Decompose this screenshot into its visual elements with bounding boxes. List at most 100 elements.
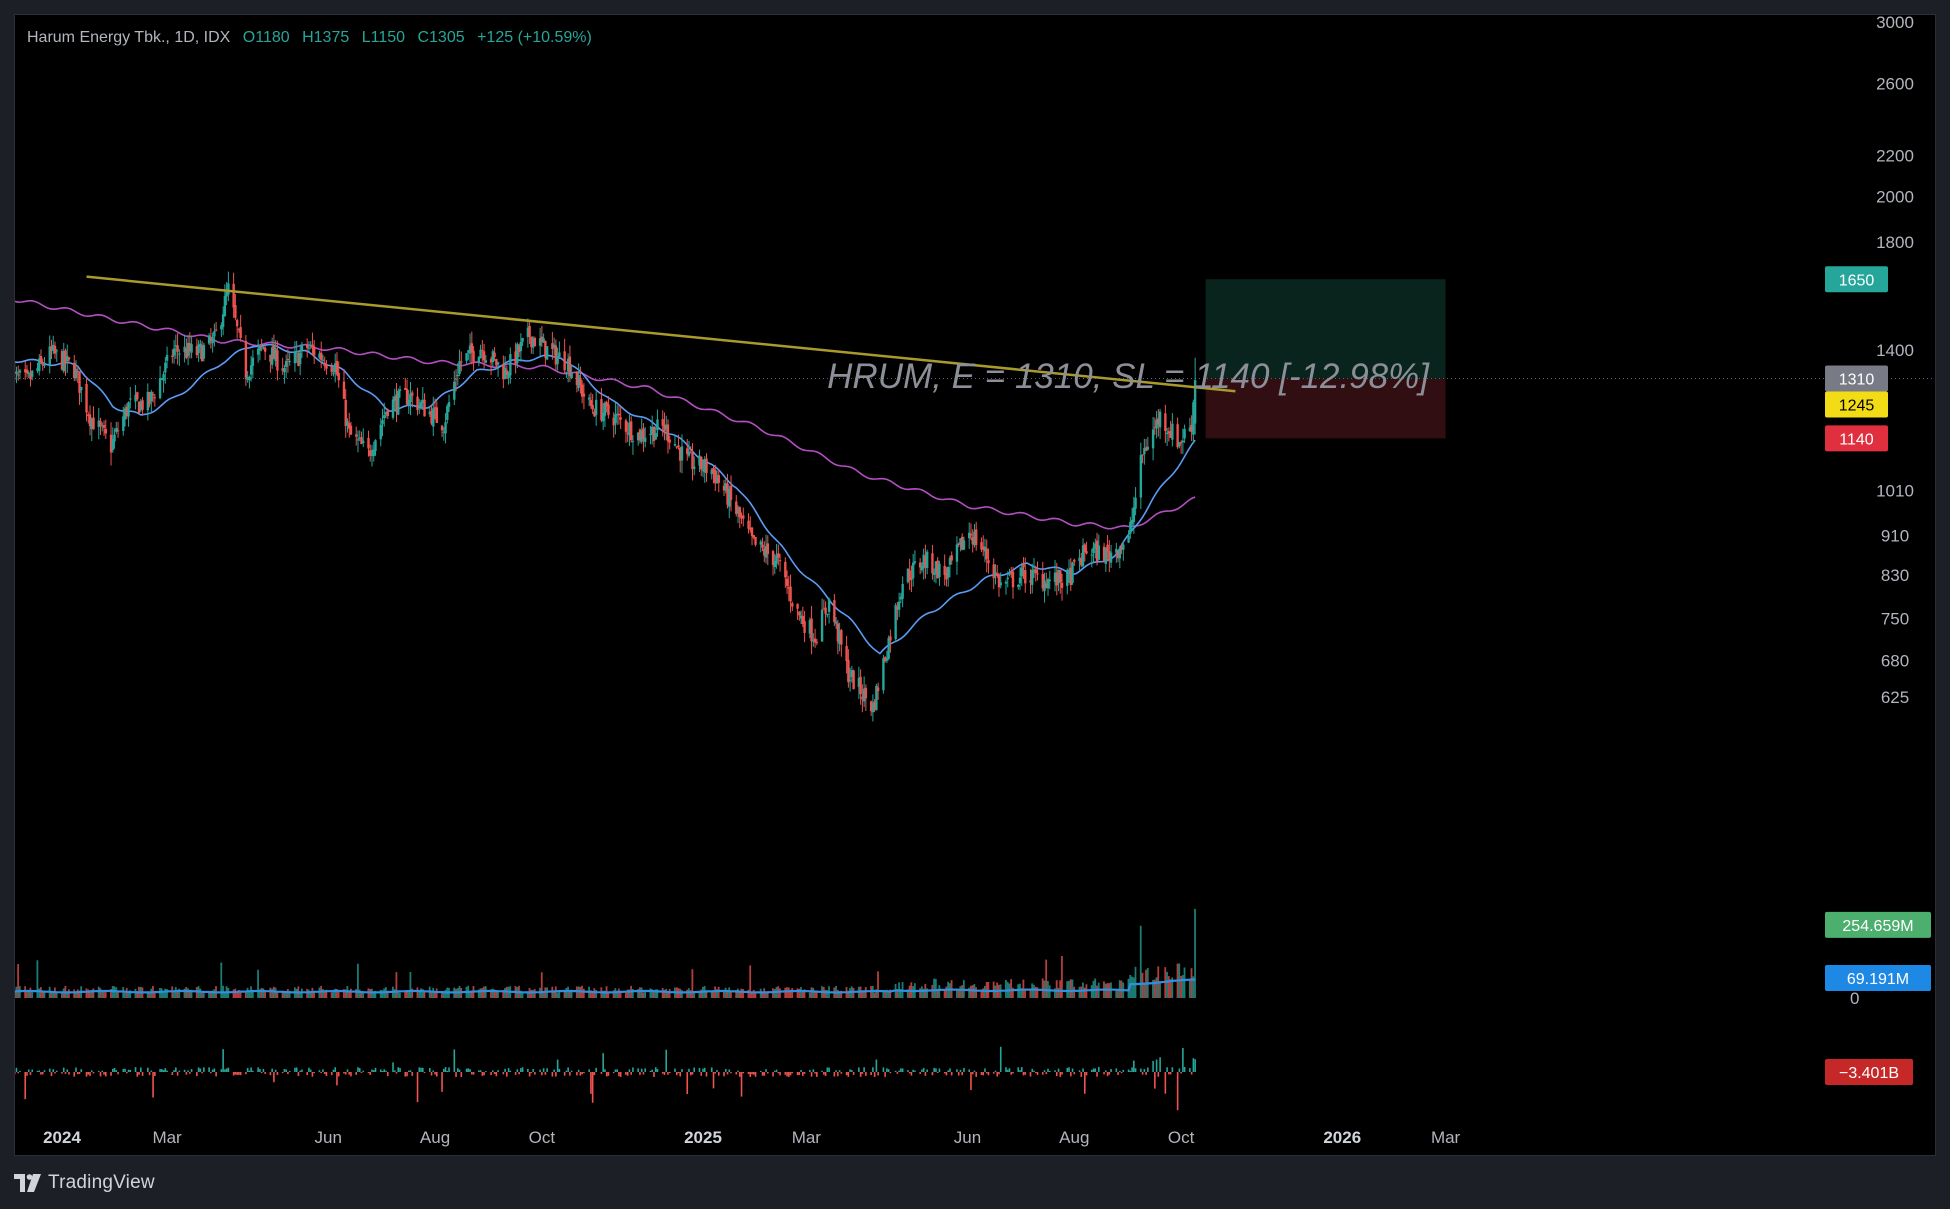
- chart-frame[interactable]: 3000 2600 2200 2000 1800 1400 1010 910 830 750 680…: [14, 14, 1936, 1156]
- indicator-bar: [442, 1068, 445, 1072]
- volume-bar: [533, 989, 536, 998]
- candle-body: [920, 565, 924, 571]
- candlestick-chart[interactable]: 3000260022002000180014001010910830750680…: [15, 15, 1936, 1156]
- indicator-bar: [346, 1069, 349, 1072]
- candle-body: [307, 347, 311, 349]
- candle: [857, 666, 861, 700]
- indicator-bar: [110, 1072, 112, 1076]
- candle: [726, 473, 729, 509]
- close-value: C1305: [417, 29, 465, 46]
- candle-body: [997, 574, 1001, 588]
- volume-bar: [1004, 979, 1007, 998]
- candle-body: [654, 432, 657, 440]
- volume-bar: [1131, 976, 1133, 998]
- volume-bar: [1020, 988, 1023, 998]
- candle: [176, 333, 179, 365]
- candle-body: [458, 360, 461, 374]
- candle: [519, 333, 523, 362]
- candle-body: [896, 607, 899, 610]
- candle: [1031, 563, 1034, 594]
- candle-body: [666, 424, 670, 442]
- candle-body: [195, 346, 199, 356]
- volume-bar: [187, 988, 189, 998]
- candle: [798, 611, 801, 621]
- candle-body: [55, 350, 58, 352]
- indicator-bar: [963, 1067, 965, 1072]
- candle-body: [453, 381, 456, 400]
- volume-bar: [420, 988, 422, 998]
- volume-last-badge-bg: [1825, 911, 1931, 938]
- indicator-bar: [847, 1072, 850, 1077]
- volume-bar: [1048, 985, 1051, 998]
- volume-bar: [1036, 987, 1039, 998]
- candle: [360, 431, 363, 445]
- indicator-bar: [162, 1070, 165, 1072]
- candle: [199, 339, 202, 360]
- indicator-bar: [1134, 1068, 1137, 1072]
- candle-body: [1057, 569, 1060, 584]
- candle: [454, 369, 458, 392]
- candle-body: [803, 621, 806, 633]
- candle: [1183, 424, 1186, 444]
- candle-body: [468, 345, 472, 354]
- candle: [565, 371, 568, 378]
- candle: [531, 336, 535, 355]
- candle-body: [221, 314, 225, 328]
- candle-body: [493, 352, 496, 357]
- candle-body: [950, 555, 953, 561]
- candle-body: [600, 399, 603, 421]
- indicator-bar: [1103, 1072, 1105, 1075]
- candle: [784, 557, 787, 588]
- candle-body: [418, 404, 421, 407]
- volume-ma-badge-bg: [1825, 965, 1931, 991]
- candle: [465, 353, 468, 365]
- volume-bar: [251, 991, 254, 998]
- candle: [558, 341, 561, 358]
- indicator-bar: [1092, 1068, 1095, 1072]
- tradingview-branding[interactable]: TradingView: [14, 1170, 155, 1196]
- candle: [663, 412, 666, 441]
- indicator-bar: [521, 1067, 524, 1072]
- candle: [60, 349, 64, 371]
- candle: [680, 434, 684, 474]
- candle: [379, 418, 382, 447]
- candle-body: [321, 359, 325, 361]
- candle: [113, 428, 116, 449]
- candle: [845, 635, 848, 674]
- candle-body: [1055, 572, 1058, 586]
- candle: [773, 553, 777, 575]
- indicator-bar: [528, 1072, 531, 1077]
- candle-body: [885, 658, 889, 661]
- candle: [52, 335, 55, 355]
- volume-bar: [840, 990, 843, 998]
- volume-bar: [1096, 985, 1098, 998]
- candle-body: [517, 345, 521, 352]
- candle-body: [663, 424, 666, 432]
- indicator-bar: [386, 1072, 389, 1077]
- indicator-bar: [1115, 1068, 1118, 1072]
- candle: [656, 409, 659, 437]
- volume-bar: [619, 991, 622, 998]
- volume-bar: [75, 992, 77, 998]
- candle: [1060, 573, 1064, 601]
- symbol-title[interactable]: Harum Energy Tbk., 1D, IDX: [27, 29, 231, 46]
- candle: [209, 328, 213, 349]
- volume-bar: [542, 991, 545, 998]
- indicator-bar: [1122, 1069, 1125, 1072]
- candle: [53, 341, 57, 359]
- price-badge-bg: [1825, 425, 1888, 452]
- candle-body: [847, 659, 850, 683]
- indicator-bar: [835, 1070, 837, 1072]
- indicator-bar: [1054, 1070, 1056, 1072]
- volume-bar: [1141, 972, 1144, 998]
- volume-bar: [980, 989, 983, 998]
- symbol-legend[interactable]: Harum Energy Tbk., 1D, IDX O1180 H1375 L…: [27, 29, 600, 47]
- candle: [80, 386, 83, 402]
- candle-body: [1134, 497, 1137, 509]
- candle-body: [495, 358, 498, 366]
- candle-body: [491, 351, 495, 363]
- brand-name: TradingView: [48, 1172, 155, 1193]
- volume-bar: [824, 989, 827, 998]
- volume-bar: [423, 991, 426, 998]
- candle-body: [430, 410, 433, 424]
